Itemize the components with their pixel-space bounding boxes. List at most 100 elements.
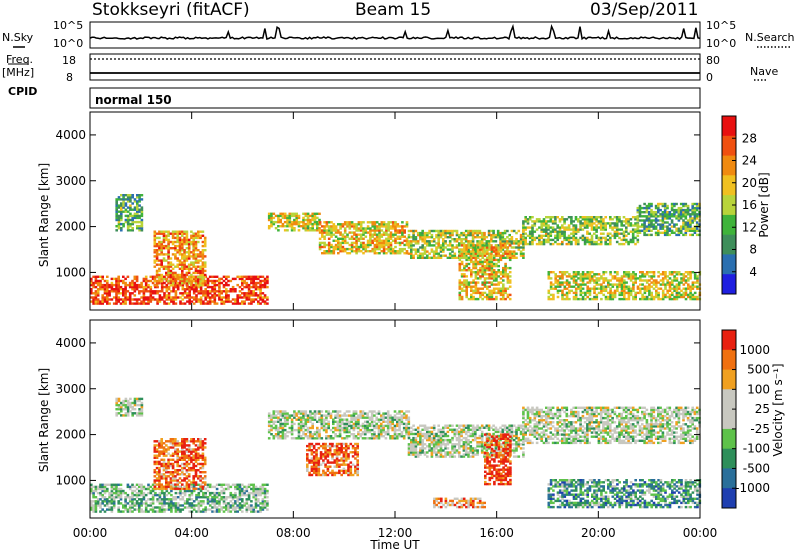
echo-cell (236, 506, 239, 509)
echo-cell (602, 236, 605, 240)
echo-cell (478, 250, 482, 253)
echo-cell (115, 292, 118, 295)
echo-cell (167, 292, 171, 295)
echo-cell (176, 471, 179, 474)
echo-cell (490, 264, 494, 268)
echo-cell (195, 493, 198, 497)
echo-cell (648, 291, 651, 295)
echo-cell (129, 229, 132, 232)
echo-cell (586, 291, 589, 295)
echo-cell (558, 281, 562, 284)
echo-cell (625, 226, 628, 229)
echo-cell (547, 238, 550, 242)
echo-cell (508, 233, 511, 237)
echo-cell (162, 448, 166, 451)
echo-cell (263, 504, 267, 507)
echo-cell (101, 275, 104, 278)
echo-cell (94, 285, 98, 289)
echo-cell (645, 233, 649, 237)
echo-cell (668, 227, 672, 230)
echo-cell (497, 264, 500, 268)
echo-cell (241, 491, 244, 495)
echo-cell (171, 242, 175, 246)
echo-cell (194, 261, 198, 264)
echo-cell (204, 302, 207, 305)
echo-cell (174, 438, 177, 441)
echo-cell (480, 242, 484, 245)
echo-cell (647, 213, 651, 216)
echo-cell (595, 277, 599, 280)
echo-cell (378, 233, 381, 236)
echo-cell (650, 219, 653, 222)
echo-cell (155, 282, 159, 285)
echo-cell (306, 222, 310, 226)
echo-cell (659, 202, 662, 206)
echo-cell (131, 504, 134, 507)
echo-cell (684, 275, 688, 278)
echo-cell (689, 217, 692, 220)
echo-cell (238, 285, 242, 289)
power-ylabel: Slant Range [km] (37, 163, 51, 267)
echo-cell (503, 231, 507, 235)
echo-cell (257, 498, 260, 501)
echo-cell (593, 291, 596, 295)
echo-cell (170, 281, 173, 285)
echo-cell (480, 240, 484, 243)
echo-cell (218, 493, 221, 497)
echo-cell (492, 287, 496, 290)
echo-cell (695, 208, 699, 212)
echo-cell (469, 231, 473, 235)
echo-cell (138, 210, 141, 213)
echo-cell (252, 298, 255, 301)
echo-cell (149, 491, 153, 495)
echo-cell (666, 221, 669, 224)
echo-cell (266, 491, 269, 495)
echo-cell (101, 493, 104, 497)
echo-cell (158, 508, 162, 511)
echo-cell (627, 277, 631, 280)
echo-cell (412, 254, 415, 257)
echo-cell (183, 458, 186, 461)
echo-cell (211, 502, 214, 505)
echo-cell (362, 233, 365, 236)
echo-cell (131, 222, 134, 226)
echo-cell (470, 293, 473, 297)
echo-cell (695, 215, 699, 218)
echo-cell (171, 232, 175, 235)
echo-cell (263, 506, 267, 509)
echo-cell (158, 294, 162, 297)
echo-cell (472, 297, 475, 301)
echo-cell (172, 288, 175, 291)
echo-cell (677, 208, 681, 212)
echo-cell (187, 469, 191, 472)
echo-cell (241, 510, 244, 513)
echo-cell (213, 283, 217, 287)
echo-cell (689, 297, 692, 301)
echo-cell (261, 292, 265, 295)
echo-cell (378, 252, 381, 255)
echo-cell (167, 267, 170, 270)
echo-cell (195, 300, 198, 303)
echo-cell (155, 273, 159, 277)
echo-cell (373, 221, 377, 224)
echo-cell (120, 206, 123, 209)
echo-cell (213, 290, 217, 293)
echo-cell (467, 240, 470, 243)
echo-cell (679, 211, 683, 214)
echo-cell (385, 239, 388, 242)
echo-cell (655, 283, 658, 286)
echo-cell (579, 279, 583, 282)
echo-cell (378, 243, 381, 247)
echo-cell (327, 229, 331, 232)
echo-cell (133, 489, 137, 493)
echo-cell (448, 256, 452, 259)
echo-cell (634, 273, 637, 276)
echo-cell (460, 252, 464, 255)
echo-cell (625, 291, 628, 295)
echo-cell (243, 489, 246, 493)
echo-cell (94, 504, 98, 507)
echo-cell (556, 279, 560, 282)
echo-cell (650, 271, 653, 274)
echo-cell (378, 235, 381, 238)
echo-cell (495, 248, 498, 251)
